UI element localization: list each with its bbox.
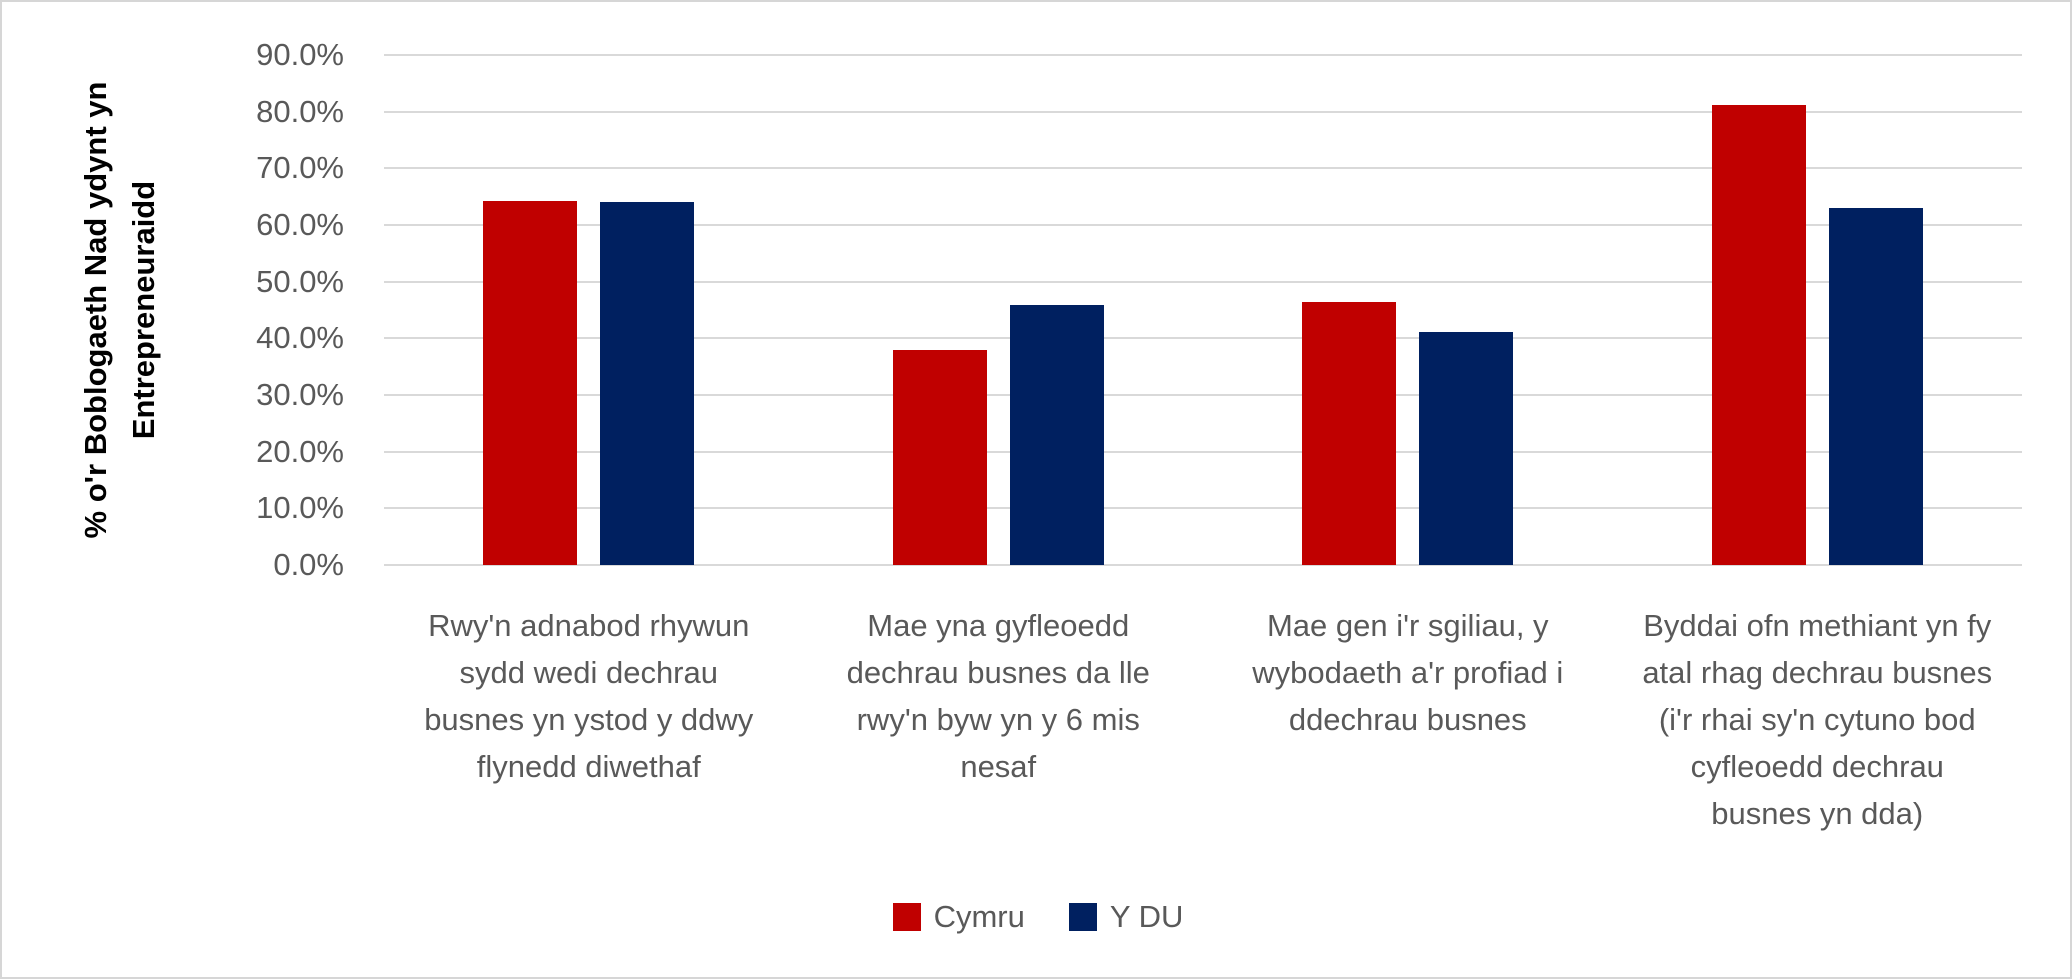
y-tick-label: 50.0% [256, 263, 344, 299]
bar-cymru-4 [1711, 104, 1806, 565]
gridline [384, 54, 2022, 56]
y-tick-label: 40.0% [256, 320, 344, 356]
legend-swatch-icon [892, 903, 921, 931]
gridline [384, 167, 2022, 170]
bar-cymru-3 [1302, 301, 1397, 565]
x-axis-category-label: Mae gen i'r sgiliau, y wybodaeth a'r pro… [1252, 608, 1564, 737]
bar-y-du-1 [600, 202, 695, 565]
x-axis-labels: Rwy'n adnabod rhywun sydd wedi dechrau b… [384, 602, 2022, 862]
plot-area [384, 54, 2022, 566]
gridline [384, 394, 2022, 396]
y-tick-label: 30.0% [256, 377, 344, 412]
gridline [384, 450, 2022, 453]
legend-swatch-icon [1068, 903, 1097, 931]
y-tick-label: 90.0% [256, 37, 344, 72]
x-axis-category-label: Mae yna gyfleoedd dechrau busnes da lle … [846, 608, 1150, 784]
legend-item-y-du: Y DU [1068, 899, 1184, 935]
gridline [384, 280, 2022, 283]
x-axis-category-label: Rwy'n adnabod rhywun sydd wedi dechrau b… [424, 608, 754, 784]
y-tick-label: 10.0% [256, 490, 344, 526]
gridline [384, 564, 2022, 566]
legend-label: Y DU [1109, 899, 1184, 934]
bar-cymru-2 [892, 350, 987, 565]
bar-y-du-3 [1419, 331, 1514, 565]
y-tick-label: 0.0% [273, 547, 344, 582]
legend-item-cymru: Cymru [892, 899, 1025, 935]
y-axis-ticks: 0.0% 10.0% 20.0% 30.0% 40.0% 50.0% 60.0% 70.0% 8… [2, 37, 344, 582]
legend: Cymru Y DU [2, 887, 2070, 947]
x-axis-category-label: Byddai ofn methiant yn fy atal rhag dech… [1642, 608, 1993, 831]
y-tick-label: 20.0% [256, 433, 344, 469]
gridline [384, 337, 2022, 340]
gridline [384, 224, 2022, 226]
gridline [384, 507, 2022, 510]
y-tick-label: 70.0% [256, 150, 344, 186]
legend-label: Cymru [933, 899, 1025, 934]
gridline [384, 110, 2022, 113]
y-tick-label: 60.0% [256, 207, 344, 242]
bar-y-du-4 [1828, 208, 1923, 565]
y-tick-label: 80.0% [256, 93, 344, 129]
bar-y-du-2 [1009, 304, 1104, 565]
bar-cymru-1 [483, 200, 578, 565]
